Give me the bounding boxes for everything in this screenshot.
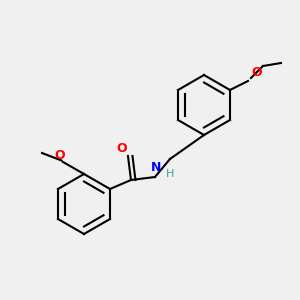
Text: O: O xyxy=(251,67,262,80)
Text: H: H xyxy=(166,169,174,179)
Text: N: N xyxy=(151,161,162,174)
Text: O: O xyxy=(117,142,127,154)
Text: O: O xyxy=(54,149,64,162)
